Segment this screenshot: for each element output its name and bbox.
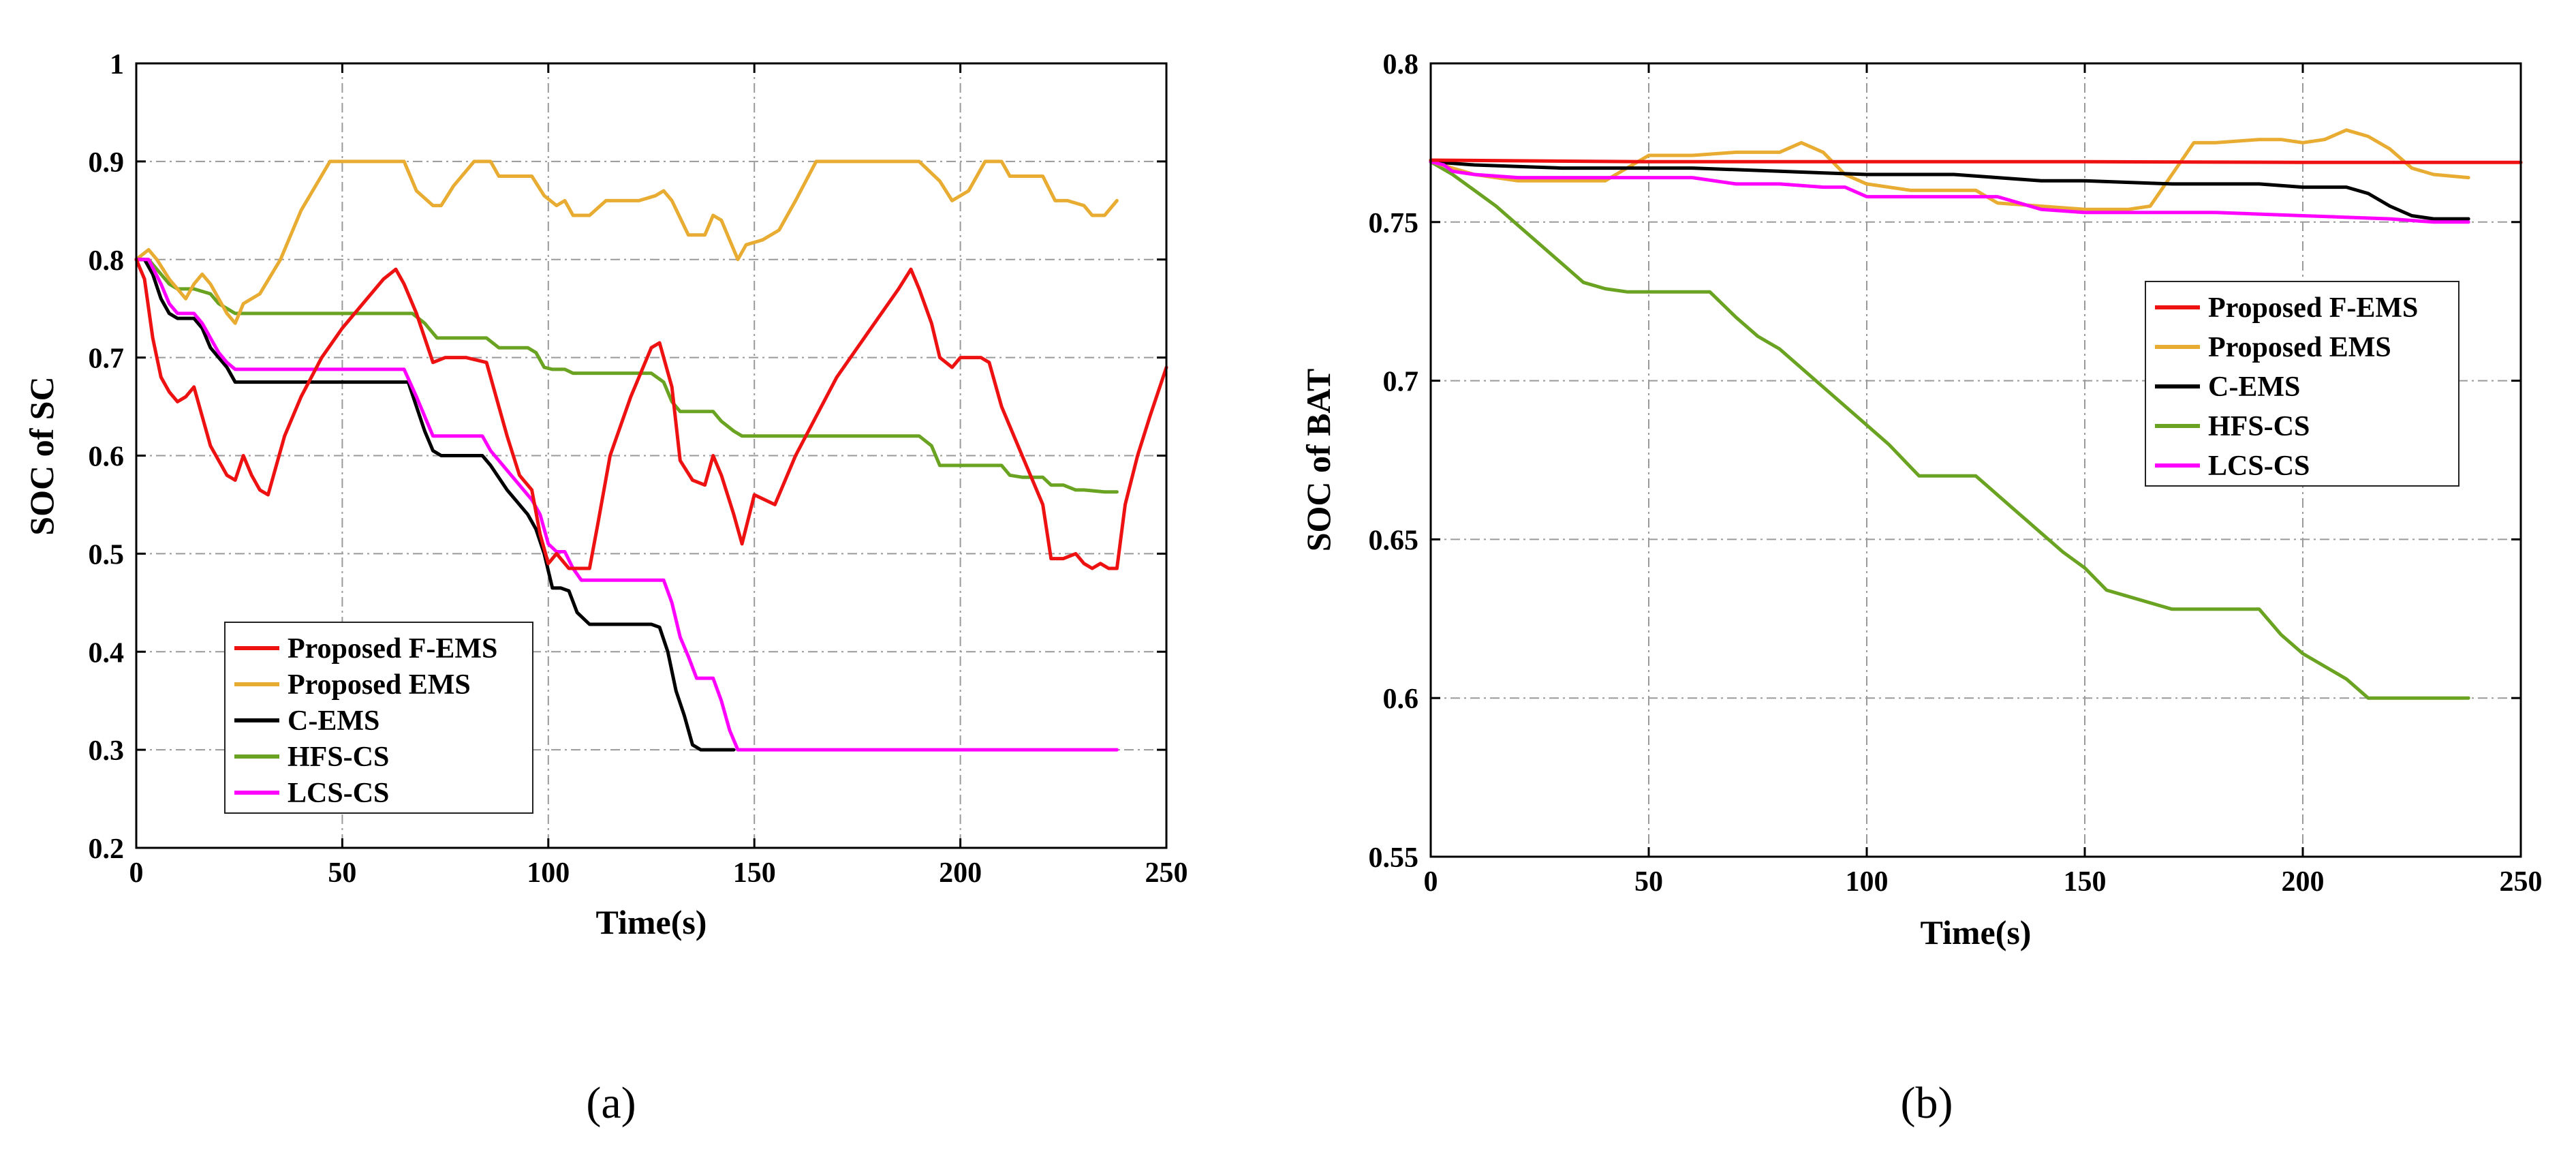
legend-entry: Proposed EMS [2208,332,2391,363]
legend-box [2145,281,2459,487]
y-tick-label: 0.8 [1383,49,1419,80]
y-tick-label: 0.3 [89,735,125,767]
y-tick-label: 0.8 [89,245,125,277]
caption-a: (a) [586,1078,636,1128]
y-tick-label: 0.55 [1369,842,1419,874]
legend-entry: HFS-CS [2208,411,2310,442]
y-tick-label: 0.5 [89,539,125,570]
x-tick-label: 50 [1634,866,1663,898]
series-line-lcs-cs [1429,159,2470,224]
legend-entry: LCS-CS [2208,451,2310,482]
x-tick-label: 100 [527,857,570,889]
x-tick-label: 200 [2282,866,2325,898]
x-axis-label-a: Time(s) [596,903,707,941]
chart-panel-b: 0 50 100 150 200 250 0.55 0.6 0.65 0.7 0.75 0.8 Tim… [1299,49,2543,1128]
y-tick-label: 1 [110,49,124,80]
ticks-b: 0 50 100 150 200 250 0.55 0.6 0.65 0.7 0.75 0.8 [1369,49,2543,898]
caption-b: (b) [1901,1078,1953,1128]
y-tick-label: 0.6 [89,442,125,473]
y-axis-label-a: SOC of SC [22,376,61,535]
y-tick-label: 0.65 [1369,525,1419,556]
series-line-proposed-ems [1429,128,2470,211]
legend-entry: LCS-CS [288,778,389,809]
series-line-hfs-cs [1429,159,2470,700]
legend-entry: HFS-CS [288,742,389,773]
series-line-proposed-ems [134,159,1119,325]
legend-entry: Proposed EMS [288,669,471,701]
y-tick-label: 0.7 [1383,367,1419,398]
x-tick-label: 100 [1846,866,1889,898]
y-tick-label: 0.9 [89,147,125,179]
plot-frame-a [135,62,1168,849]
legend-box [224,622,533,814]
series-line-c-ems [1429,159,2470,221]
series-line-lcs-cs [134,258,1119,752]
series-b [1429,128,2523,700]
chart-panel-a: 0 50 100 150 200 250 0.2 0.3 0.4 0.5 0.6 0.7 0.8 0.9 1… [22,49,1188,1128]
x-tick-label: 0 [1424,866,1438,898]
series-a [134,159,1168,752]
legend-b: Proposed F-EMS Proposed EMS C-EMS HFS-CS LCS… [2145,281,2459,487]
y-tick-label: 0.2 [89,834,125,865]
ticks-a: 0 50 100 150 200 250 0.2 0.3 0.4 0.5 0.6 0.7 0.8 0.9 1 [89,49,1188,889]
series-line-proposed-f-ems [134,258,1168,570]
x-tick-label: 50 [328,857,356,889]
legend-entry: Proposed F-EMS [288,633,497,665]
legend-entry: Proposed F-EMS [2208,292,2418,324]
x-tick-label: 0 [129,857,144,889]
series-line-hfs-cs [134,258,1119,494]
legend-a: Proposed F-EMS Proposed EMS C-EMS HFS-CS LCS… [224,622,533,814]
y-tick-label: 0.7 [89,344,125,375]
x-tick-label: 200 [939,857,982,889]
legend-entry: C-EMS [288,705,379,737]
y-axis-label-b: SOC of BAT [1299,369,1337,552]
x-tick-label: 250 [1145,857,1188,889]
x-tick-label: 150 [733,857,776,889]
plot-frame-b [1429,62,2522,858]
x-axis-label-b: Time(s) [1921,913,2032,951]
y-tick-label: 0.4 [89,637,125,669]
series-line-proposed-f-ems [1429,158,2523,164]
y-tick-label: 0.6 [1383,684,1419,715]
x-tick-label: 250 [2500,866,2543,898]
legend-entry: C-EMS [2208,371,2300,403]
y-tick-label: 0.75 [1369,208,1419,239]
x-tick-label: 150 [2064,866,2107,898]
series-line-c-ems [134,258,736,752]
